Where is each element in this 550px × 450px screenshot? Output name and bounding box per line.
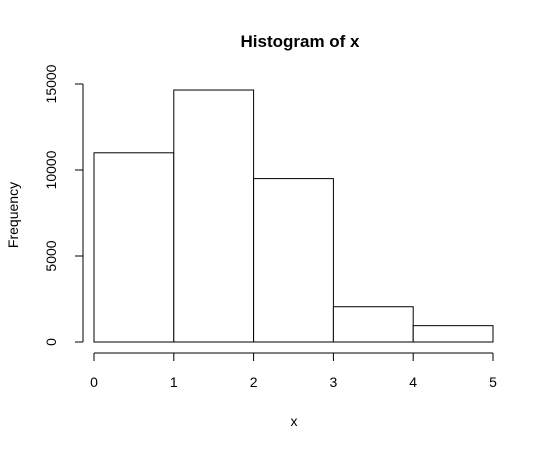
x-tick-label-5: 5 — [489, 374, 497, 390]
y-tick-label-0: 0 — [43, 338, 59, 346]
chart-title: Histogram of x — [240, 32, 360, 51]
x-axis-label: x — [291, 413, 298, 429]
histogram-bar-4 — [412, 325, 494, 343]
y-axis: 0 5000 10000 15000 — [43, 64, 84, 346]
x-tick-label-3: 3 — [330, 374, 338, 390]
y-tick-label-5000: 5000 — [43, 240, 59, 271]
x-tick-label-1: 1 — [170, 374, 178, 390]
y-axis-label: Frequency — [5, 182, 21, 248]
x-axis: 0 1 2 3 4 5 — [90, 352, 497, 390]
histogram-bar-2 — [253, 178, 334, 343]
y-tick-label-15000: 15000 — [43, 64, 59, 103]
histogram-bar-1 — [173, 89, 255, 343]
x-tick-label-0: 0 — [90, 374, 98, 390]
y-tick-label-10000: 10000 — [43, 150, 59, 189]
histogram-bar-3 — [332, 306, 414, 343]
histogram-bar-0 — [93, 152, 175, 343]
bars-group — [93, 89, 494, 343]
x-tick-label-4: 4 — [409, 374, 417, 390]
x-tick-label-2: 2 — [250, 374, 258, 390]
